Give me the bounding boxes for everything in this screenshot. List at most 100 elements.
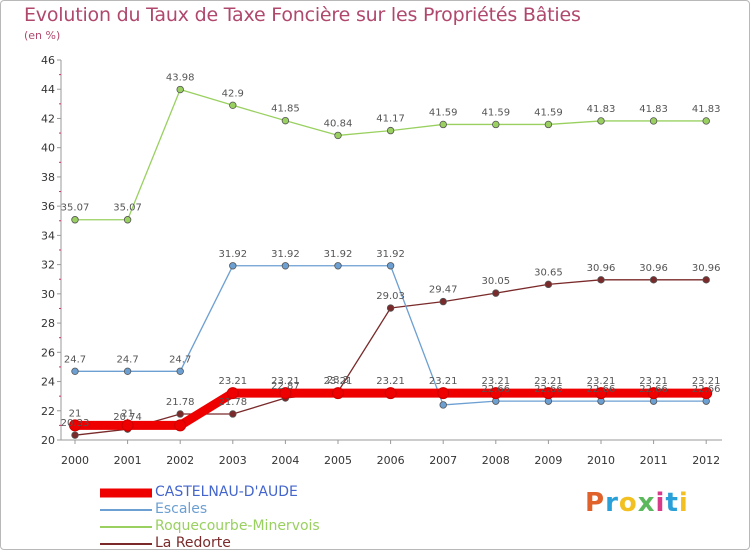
data-point-roquecourbe-minervois — [492, 120, 500, 129]
data-label-castelnau-d-aude: 23.21 — [324, 376, 353, 387]
data-label-escales: 31.92 — [271, 249, 300, 260]
y-tick-label: 20 — [41, 434, 55, 447]
data-point-castelnau-d-aude — [226, 387, 239, 400]
y-tick-label: 38 — [41, 171, 55, 184]
data-point-castelnau-d-aude — [647, 387, 660, 400]
y-tick-label: 28 — [41, 317, 55, 330]
y-tick-label: 42 — [41, 112, 55, 125]
x-tick-label: 2006 — [377, 454, 405, 467]
data-label-la-redorte: 20.33 — [61, 418, 90, 429]
data-label-castelnau-d-aude: 23.21 — [376, 376, 405, 387]
data-point-la-redorte — [649, 276, 658, 284]
data-label-la-redorte: 29.03 — [376, 291, 405, 302]
x-tick-label: 2000 — [61, 454, 89, 467]
data-label-escales: 31.92 — [218, 249, 247, 260]
x-tick-label: 2009 — [534, 454, 562, 467]
data-label-roquecourbe-minervois: 35.07 — [113, 203, 142, 214]
data-point-roquecourbe-minervois — [544, 120, 553, 129]
data-point-la-redorte — [229, 410, 237, 418]
data-label-la-redorte: 30.96 — [587, 263, 616, 274]
data-label-castelnau-d-aude: 21 — [69, 408, 82, 419]
data-label-escales: 22.66 — [692, 384, 721, 395]
data-label-la-redorte: 21.78 — [218, 397, 247, 408]
data-label-escales: 24.7 — [116, 354, 138, 365]
x-tick-label: 2004 — [271, 454, 299, 467]
legend-label: Escales — [155, 501, 208, 517]
data-label-castelnau-d-aude: 23.21 — [271, 376, 300, 387]
y-tick-label: 46 — [41, 54, 55, 67]
data-label-la-redorte: 22.87 — [271, 381, 300, 392]
data-label-escales: 24.7 — [64, 354, 86, 365]
data-point-roquecourbe-minervois — [386, 126, 395, 135]
data-point-roquecourbe-minervois — [334, 131, 342, 140]
data-point-la-redorte — [702, 276, 710, 284]
x-tick-label: 2007 — [429, 454, 457, 467]
data-point-roquecourbe-minervois — [281, 116, 290, 125]
data-point-roquecourbe-minervois — [439, 120, 447, 129]
data-point-la-redorte — [71, 431, 79, 439]
data-label-roquecourbe-minervois: 41.17 — [376, 114, 405, 125]
y-tick-label: 34 — [41, 229, 55, 242]
y-tick-label: 30 — [41, 288, 55, 301]
data-point-castelnau-d-aude — [332, 387, 344, 400]
data-point-roquecourbe-minervois — [176, 85, 184, 94]
data-label-castelnau-d-aude: 23.21 — [218, 376, 247, 387]
data-label-castelnau-d-aude: 23.21 — [587, 376, 616, 387]
data-label-roquecourbe-minervois: 35.07 — [61, 203, 90, 214]
legend-swatch — [100, 542, 152, 545]
data-label-la-redorte: 29.47 — [429, 285, 458, 296]
data-point-castelnau-d-aude — [437, 387, 450, 400]
data-label-roquecourbe-minervois: 40.84 — [324, 118, 353, 129]
data-point-castelnau-d-aude — [489, 387, 502, 400]
data-point-la-redorte — [386, 304, 395, 312]
data-label-escales: 24.7 — [169, 354, 191, 365]
data-label-la-redorte: 30.96 — [639, 263, 668, 274]
y-tick-label: 26 — [41, 346, 55, 359]
data-point-castelnau-d-aude — [700, 387, 713, 400]
data-label-roquecourbe-minervois: 42.9 — [222, 88, 244, 99]
data-point-escales — [334, 262, 342, 270]
data-label-la-redorte: 23.3 — [327, 375, 349, 386]
data-point-roquecourbe-minervois — [123, 216, 132, 224]
data-point-la-redorte — [492, 289, 500, 297]
data-point-escales — [123, 367, 132, 376]
data-label-roquecourbe-minervois: 41.59 — [534, 107, 563, 118]
data-label-la-redorte: 30.96 — [692, 263, 721, 274]
y-tick-label: 40 — [41, 142, 55, 155]
data-point-roquecourbe-minervois — [649, 117, 658, 125]
data-point-escales — [439, 401, 447, 409]
data-point-castelnau-d-aude — [384, 387, 397, 400]
data-point-la-redorte — [597, 276, 605, 284]
data-label-roquecourbe-minervois: 41.83 — [587, 104, 616, 115]
x-tick-label: 2008 — [482, 454, 510, 467]
y-axis-unit-label: (en %) — [24, 29, 61, 42]
data-label-escales: 31.92 — [376, 249, 405, 260]
x-tick-label: 2002 — [166, 454, 194, 467]
data-label-la-redorte: 20.74 — [113, 412, 142, 423]
data-point-escales — [281, 262, 290, 270]
data-label-escales: 22.66 — [587, 384, 616, 395]
data-label-roquecourbe-minervois: 41.83 — [639, 104, 668, 115]
data-point-castelnau-d-aude — [542, 387, 555, 400]
x-tick-label: 2001 — [114, 454, 142, 467]
data-label-la-redorte: 30.65 — [534, 267, 563, 278]
data-label-la-redorte: 30.05 — [481, 276, 510, 287]
data-label-escales: 22.66 — [481, 384, 510, 395]
data-label-castelnau-d-aude: 23.21 — [534, 376, 563, 387]
data-label-roquecourbe-minervois: 41.59 — [481, 107, 510, 118]
data-label-escales: 31.92 — [324, 249, 353, 260]
legend-swatch — [100, 508, 152, 511]
y-tick-label: 22 — [41, 405, 55, 418]
data-point-castelnau-d-aude — [69, 419, 81, 432]
proxiti-logo: Proxiti — [585, 488, 689, 518]
data-point-castelnau-d-aude — [595, 387, 607, 400]
data-point-la-redorte — [544, 280, 553, 289]
data-label-la-redorte: 21.78 — [166, 397, 195, 408]
x-tick-label: 2012 — [692, 454, 720, 467]
data-point-castelnau-d-aude — [279, 387, 292, 400]
x-tick-label: 2005 — [324, 454, 352, 467]
legend-swatch — [100, 488, 152, 497]
chart-title: Evolution du Taux de Taxe Foncière sur l… — [24, 4, 581, 26]
